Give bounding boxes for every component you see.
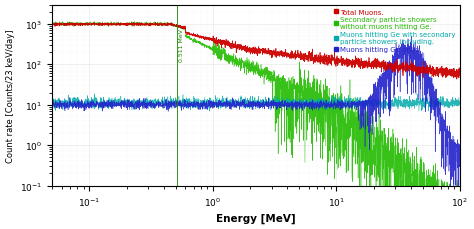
X-axis label: Energy [MeV]: Energy [MeV]: [216, 213, 296, 224]
Legend: Total Muons., Secondary particle showers
without muons hitting Ge., Muons hittin: Total Muons., Secondary particle showers…: [333, 9, 456, 53]
Text: 0.511 MeV: 0.511 MeV: [180, 29, 184, 62]
Y-axis label: Count rate [Counts/23 keV/day]: Count rate [Counts/23 keV/day]: [6, 29, 15, 162]
